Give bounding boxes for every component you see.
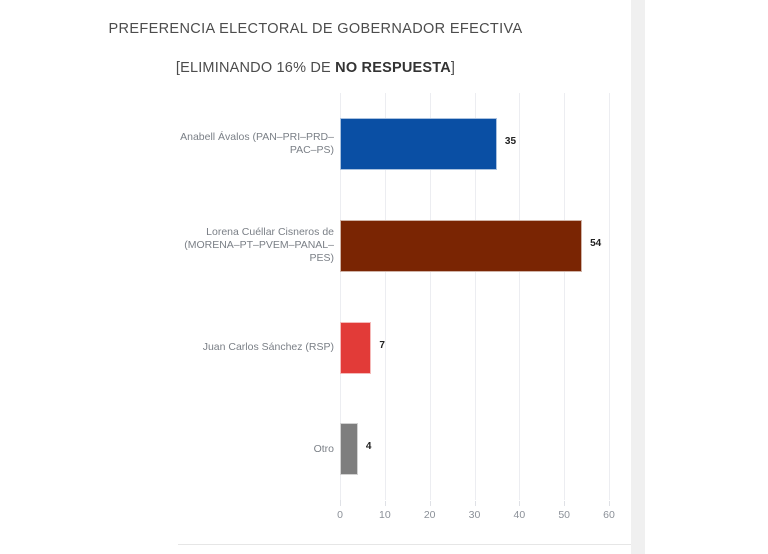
x-tick-label: 0 [337, 509, 343, 521]
bar-row: 54 [340, 195, 609, 297]
gridline [384, 93, 386, 500]
x-tick-label: 10 [378, 509, 391, 521]
gridline [519, 93, 521, 500]
bar-chart: PREFERENCIA ELECTORAL DE GOBERNADOR EFEC… [0, 21, 631, 527]
x-tick-mark [384, 501, 386, 506]
category-label: Juan Carlos Sánchez (RSP) [202, 340, 334, 353]
x-tick-mark [609, 501, 610, 506]
chart-title: PREFERENCIA ELECTORAL DE GOBERNADOR EFEC… [108, 21, 523, 37]
x-tick-mark [564, 501, 566, 506]
category-label: Lorena Cuéllar Cisneros de (MORENA–PT–PV… [184, 226, 334, 265]
chart-subtitle-emphasis: NO RESPUESTA [335, 60, 451, 76]
right-pane [645, 0, 768, 554]
bar-row: 4 [340, 398, 609, 500]
category-label: Anabell Ávalos (PAN–PRI–PRD– PAC–PS) [180, 130, 334, 156]
bar[interactable] [340, 219, 583, 272]
section-divider [178, 544, 631, 545]
x-tick-label: 30 [468, 509, 481, 521]
bar-value-label: 54 [590, 237, 602, 249]
document-card [0, 0, 631, 554]
x-axis: 0 10 20 30 40 50 60 [337, 501, 615, 527]
bar[interactable] [340, 118, 497, 170]
chart-subtitle: [ELIMINANDO 16% DE NO RESPUESTA] [0, 60, 631, 76]
x-tick-mark [519, 501, 521, 506]
x-tick-label: 20 [423, 509, 436, 521]
bar[interactable] [340, 321, 372, 374]
chart-subtitle-suffix: ] [450, 60, 456, 76]
x-tick-mark [340, 501, 341, 506]
x-tick-label: 50 [558, 509, 570, 521]
gridline [429, 93, 431, 500]
category-label: Otro [313, 442, 334, 455]
page-gutter [631, 0, 645, 554]
x-tick-mark [429, 501, 431, 506]
x-tick-label: 40 [513, 509, 526, 521]
bar-value-label: 4 [365, 441, 372, 453]
gridline [609, 93, 610, 500]
gridline [340, 93, 341, 500]
gridline [474, 93, 476, 500]
bar-value-label: 7 [379, 339, 385, 351]
chart-subtitle-prefix: [ELIMINANDO 16% DE [175, 60, 336, 76]
x-tick-mark [474, 501, 476, 506]
gridline [564, 93, 566, 500]
bar-row: 7 [340, 297, 609, 399]
bar-value-label: 35 [504, 136, 517, 147]
x-tick-label: 60 [603, 509, 615, 521]
bar[interactable] [340, 423, 358, 476]
bar-row: 35 [340, 93, 609, 195]
plot-area: 35 54 7 4 [340, 93, 610, 500]
category-axis-labels: Anabell Ávalos (PAN–PRI–PRD– PAC–PS) Lore… [174, 93, 334, 500]
